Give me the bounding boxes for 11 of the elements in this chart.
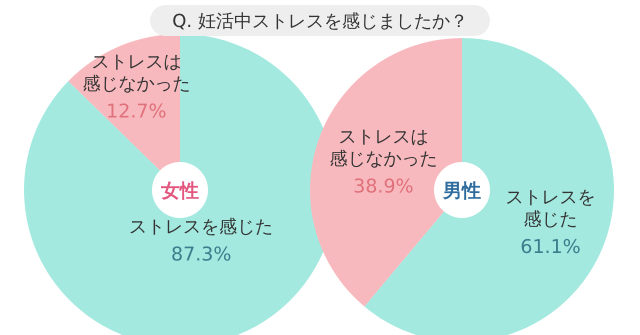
slice-label: ストレスは感じなかった [82,52,190,94]
chart-title: Q. 妊活中ストレスを感じましたか？ [172,11,468,32]
text: 男性 [442,180,481,202]
data-label: 38.9% [353,175,414,198]
data-label: 87.3% [171,243,232,266]
slice-label: ストレスを感じた [129,216,274,238]
data-label: 61.1% [520,236,581,258]
slice-label: ストレスは感じなかった [329,126,438,170]
data-label: 12.7% [106,100,167,122]
slice-label: ストレスを感じた [506,187,596,230]
text: 女性 [160,180,199,202]
